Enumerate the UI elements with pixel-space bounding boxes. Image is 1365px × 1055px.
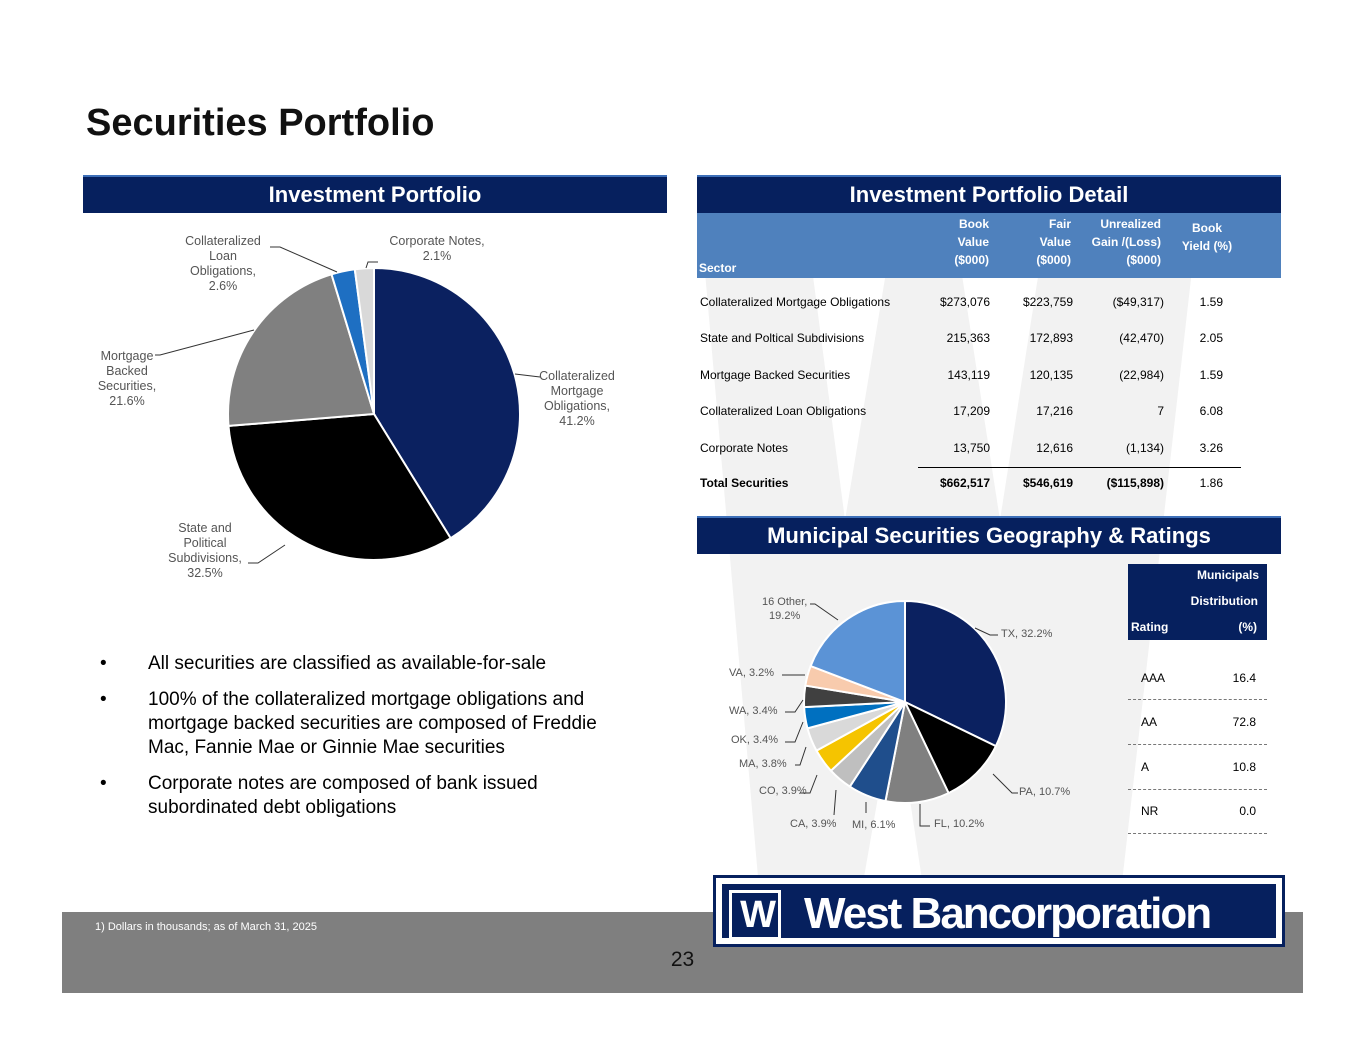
label-fl: FL, 10.2% (934, 818, 985, 830)
investment-slice-0 (373, 266, 521, 540)
col-fair-value: Fair Value ($000) (1036, 217, 1071, 267)
page-title: Securities Portfolio (86, 102, 435, 144)
investment-slice-4 (353, 266, 375, 415)
leader-line (514, 373, 541, 378)
leader-line (810, 603, 839, 621)
label-va: VA, 3.2% (729, 667, 775, 679)
leader-line (248, 544, 286, 564)
leader-line (270, 246, 338, 273)
leader-line (785, 721, 804, 743)
label-state-political: State and Political Subdivisions, 32.5% (168, 521, 242, 580)
logo-mark: W (729, 890, 781, 940)
portfolio-detail-header: Investment Portfolio Detail (697, 175, 1281, 213)
leader-line (833, 789, 837, 816)
municipal-slice-1 (902, 699, 998, 795)
label-mbs: Mortgage Backed Securities, 21.6% (97, 349, 157, 408)
label-co: CO, 3.9% (759, 785, 807, 797)
investment-slice-1 (227, 412, 453, 561)
investment-slice-2 (227, 273, 376, 427)
label-other: 16 Other, 19.2% (762, 596, 808, 622)
label-corporate-notes: Corporate Notes, 2.1% (389, 234, 485, 263)
label-ok: OK, 3.4% (731, 734, 779, 746)
investment-portfolio-pie (155, 246, 541, 564)
label-wa: WA, 3.4% (729, 705, 778, 717)
col-book-value: Book Value ($000) (954, 217, 989, 267)
investment-portfolio-header: Investment Portfolio (83, 175, 667, 213)
total-divider (918, 467, 1241, 468)
municipal-geography-pie (782, 599, 1018, 827)
logo-name: West Bancorporation (804, 889, 1212, 938)
bullet-item: • 100% of the collateralized mortgage obl… (100, 689, 597, 758)
ratings-table-header: Municipals Distribution Rating (%) (1128, 564, 1267, 640)
label-mi: MI, 6.1% (852, 819, 896, 831)
leader-line (800, 774, 818, 794)
leader-line (974, 627, 998, 636)
col-book-yield: Book Yield (%) (1181, 221, 1233, 253)
municipal-slice-0 (904, 599, 1007, 748)
municipal-slice-10 (809, 599, 906, 704)
label-ma: MA, 3.8% (739, 758, 787, 770)
leader-line (992, 773, 1018, 794)
label-cmo: Collateralized Mortgage Obligations, 41.… (539, 369, 615, 428)
footnote: 1) Dollars in thousands; as of March 31,… (95, 921, 317, 933)
bullet-item: • Corporate notes are composed of bank is… (100, 773, 538, 818)
company-logo: W West Bancorporation (713, 875, 1285, 947)
leader-line (155, 329, 255, 356)
detail-table-header: Sector Book Value ($000) Fair Value ($000) U… (697, 213, 1281, 278)
leader-line (785, 699, 804, 713)
bullet-list: • All securities are classified as availa… (100, 652, 620, 832)
label-clo: Collateralized Loan Obligations, 2.6% (185, 234, 261, 293)
leader-line (795, 746, 807, 766)
municipal-header: Municipal Securities Geography & Ratings (697, 516, 1281, 554)
page-number: 23 (670, 948, 695, 971)
col-unrealized: Unrealized Gain /(Loss) ($000) (1091, 217, 1161, 267)
leader-line (919, 804, 930, 827)
label-tx: TX, 32.2% (1001, 628, 1053, 640)
label-ca: CA, 3.9% (790, 818, 837, 830)
label-pa: PA, 10.7% (1019, 786, 1071, 798)
col-sector: Sector (699, 261, 737, 275)
leader-line (365, 261, 378, 269)
bullet-item: • All securities are classified as availa… (100, 653, 547, 674)
